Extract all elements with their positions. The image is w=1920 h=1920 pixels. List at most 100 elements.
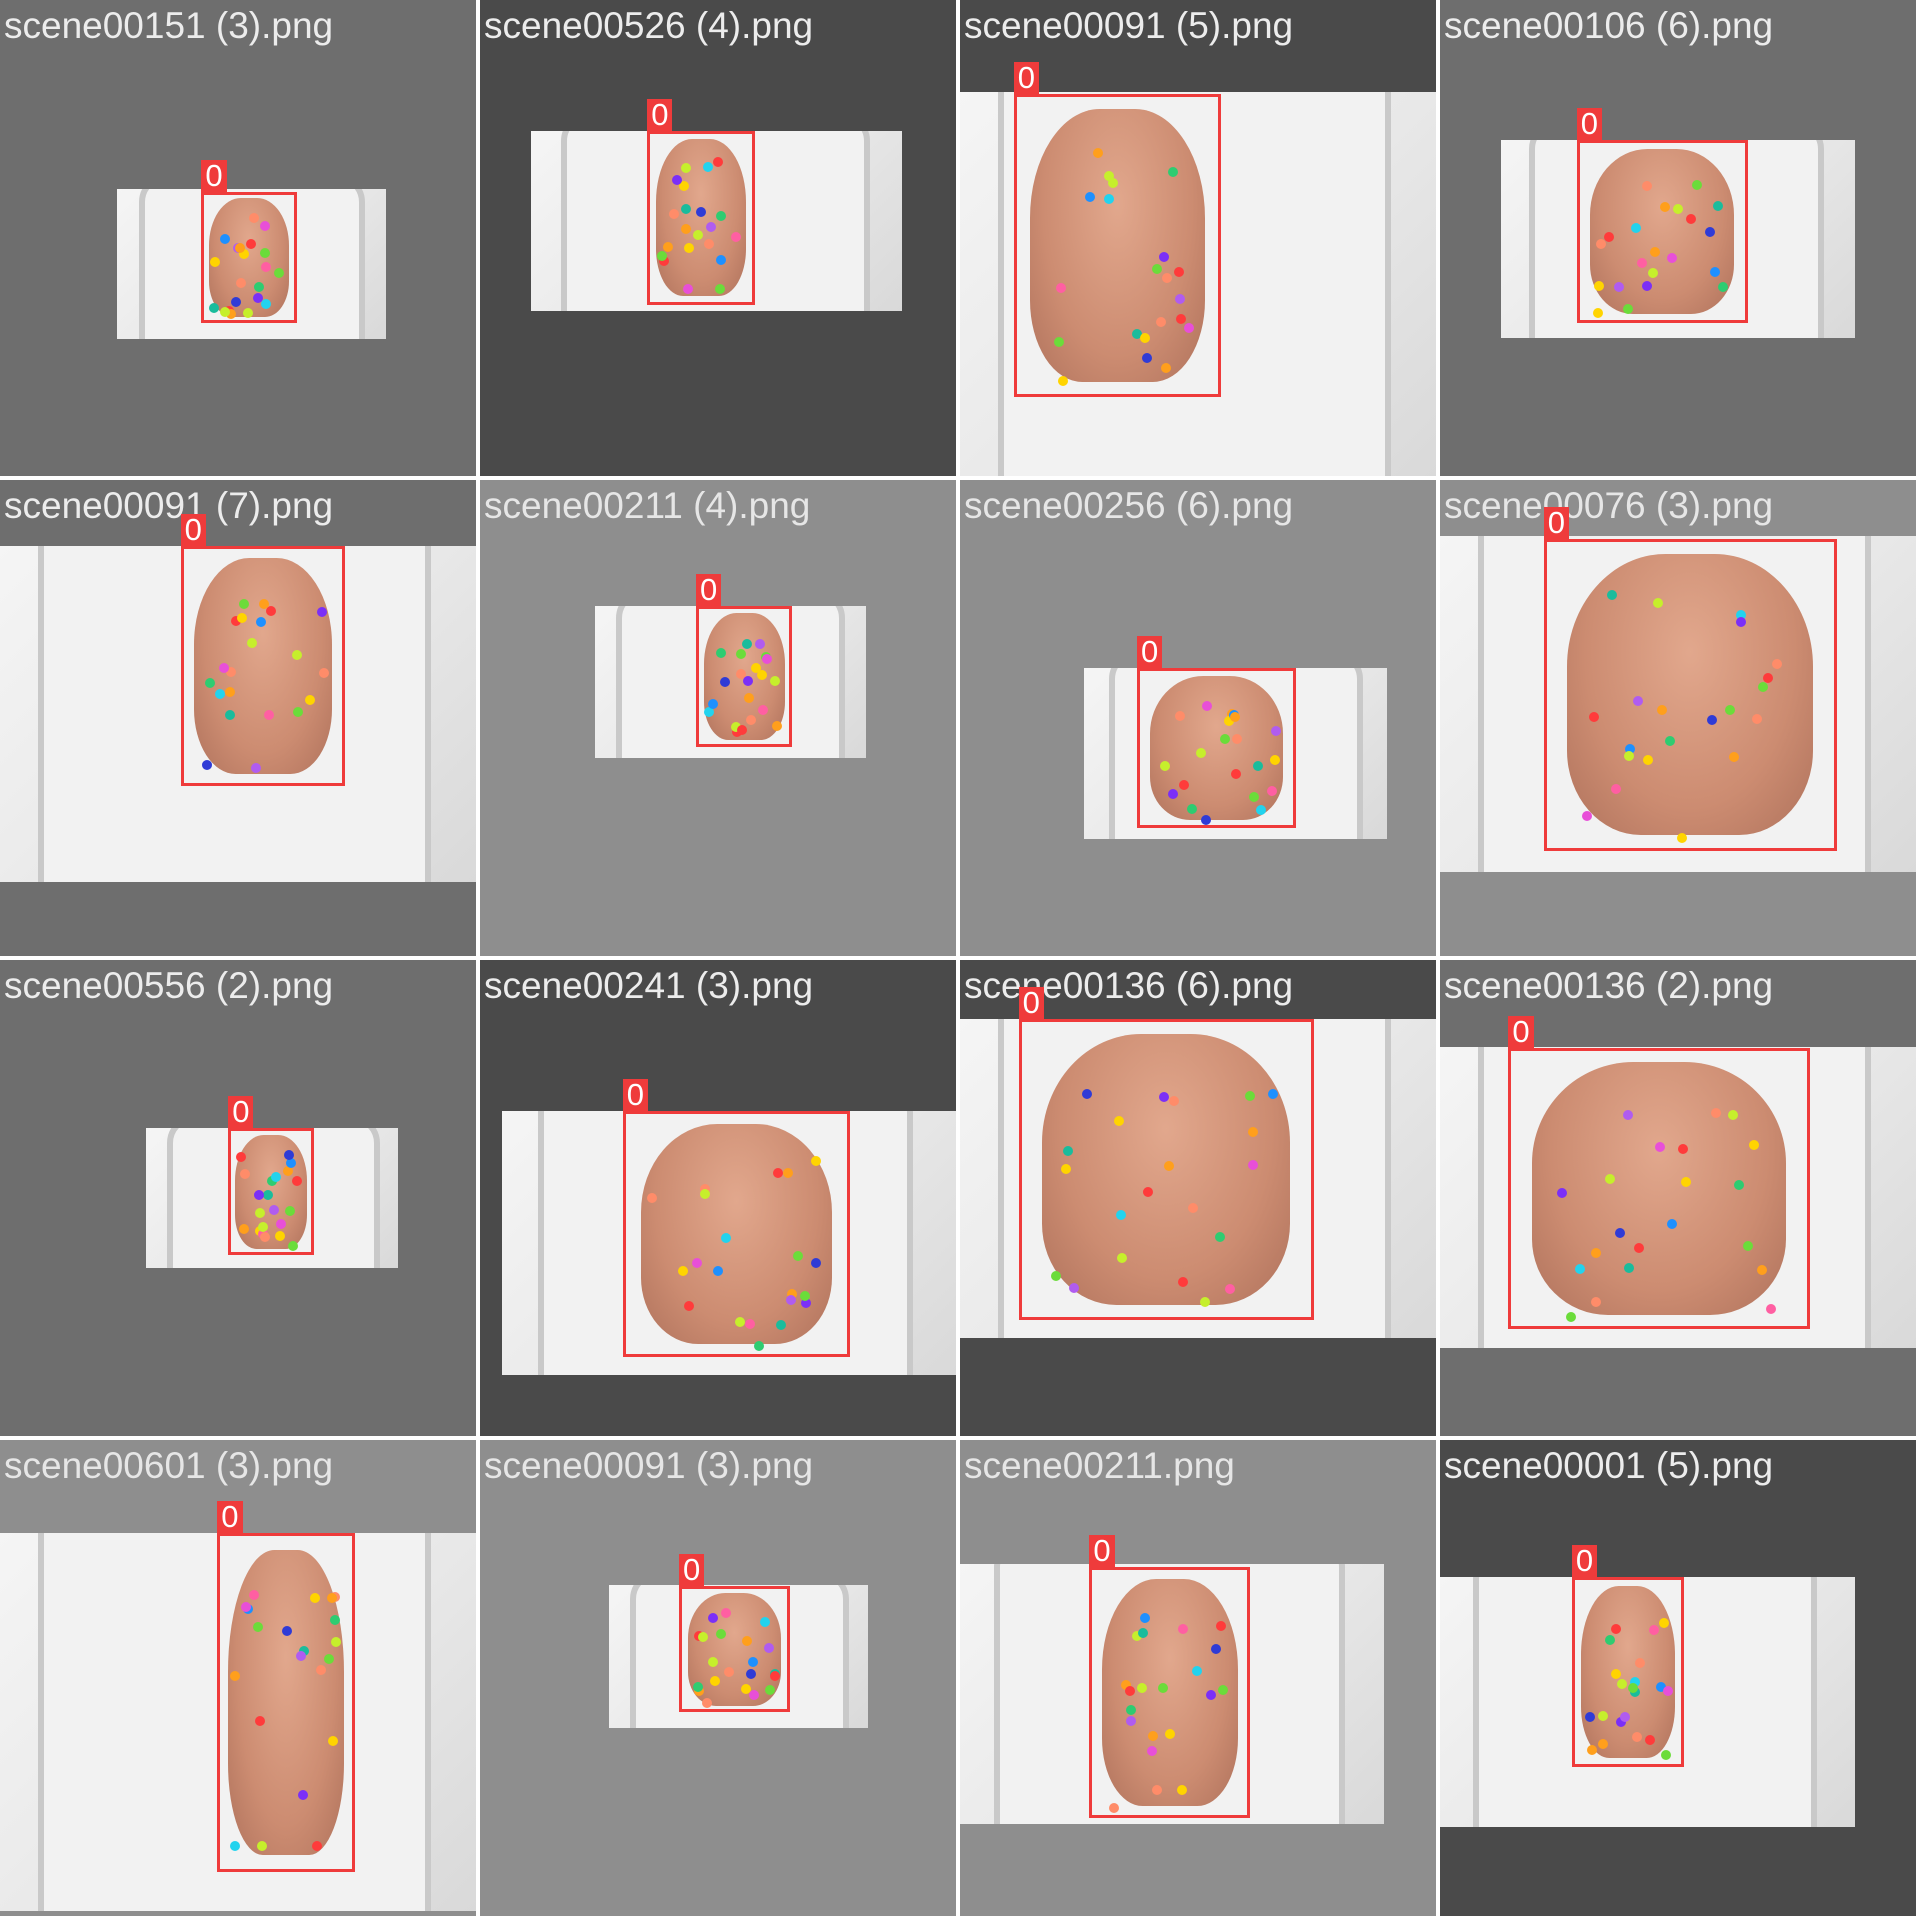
hand-keypoint (1081, 1088, 1092, 1099)
hand-keypoint (1616, 1679, 1627, 1690)
hand-keypoint (693, 229, 704, 240)
hand-keypoint (1662, 1685, 1673, 1696)
hand-keypoint (288, 1240, 299, 1251)
hand-keypoint (745, 1669, 756, 1680)
hand-keypoint (1633, 695, 1644, 706)
hand-keypoint (737, 724, 748, 735)
hand-keypoint (323, 1654, 334, 1665)
hand-keypoint (260, 262, 271, 273)
hand-keypoint (700, 1189, 711, 1200)
photo (146, 1128, 398, 1268)
hand-keypoint (712, 1265, 723, 1276)
hand-keypoint (254, 1715, 265, 1726)
hand (1030, 109, 1205, 382)
class-label: 0 (1571, 1544, 1598, 1577)
hand (193, 557, 333, 775)
tile-filename: scene00241 (3).png (484, 965, 814, 1006)
hand-keypoint (782, 1167, 793, 1178)
class-label: 0 (228, 1096, 254, 1129)
hand-keypoint (656, 250, 667, 261)
hand-keypoint (312, 1841, 323, 1852)
hand-keypoint (329, 1614, 340, 1625)
hand-keypoint (1713, 200, 1724, 211)
hand-keypoint (1623, 303, 1634, 314)
hand-keypoint (258, 598, 269, 609)
hand-keypoint (744, 1318, 755, 1329)
hand-keypoint (742, 638, 753, 649)
hand-keypoint (681, 203, 692, 214)
hand-keypoint (1186, 803, 1197, 814)
hand-keypoint (1179, 779, 1190, 790)
hand-keypoint (662, 241, 673, 252)
hand-keypoint (230, 616, 241, 627)
class-label: 0 (1136, 635, 1163, 668)
hand-keypoint (741, 1684, 752, 1695)
hand-keypoint (310, 1592, 321, 1603)
hand-keypoint (1656, 704, 1667, 715)
hand-keypoint (785, 1294, 796, 1305)
hand-keypoint (703, 162, 714, 173)
hand-keypoint (1765, 1303, 1776, 1314)
hand-keypoint (731, 722, 742, 733)
photo (594, 605, 866, 759)
hand-keypoint (224, 710, 235, 721)
hand-keypoint (713, 157, 724, 168)
hand-keypoint (265, 605, 276, 616)
hand-keypoint (226, 309, 237, 320)
class-label: 0 (180, 513, 206, 546)
hand-keypoint (1680, 1176, 1691, 1187)
photo (501, 1111, 956, 1375)
hand-keypoint (240, 1168, 251, 1179)
hand-keypoint (1622, 1109, 1633, 1120)
hand-keypoint (257, 1222, 268, 1233)
hand-keypoint (229, 1841, 240, 1852)
hand-keypoint (749, 1690, 760, 1701)
class-label: 0 (1089, 1534, 1115, 1567)
hand-keypoint (1158, 1091, 1169, 1102)
hand-keypoint (1637, 258, 1647, 269)
hand-keypoint (1155, 317, 1166, 328)
hand-keypoint (1771, 658, 1782, 669)
detection-bbox: 0 (622, 1079, 850, 1357)
hand-keypoint (1160, 363, 1171, 374)
hand-keypoint (260, 299, 271, 310)
hand-keypoint (1673, 203, 1684, 214)
hand-keypoint (224, 686, 235, 697)
hand-keypoint (1175, 314, 1186, 325)
hand-keypoint (318, 667, 329, 678)
hand-keypoint (744, 693, 755, 704)
tile-filename: scene00601 (3).png (4, 1445, 334, 1486)
hand-keypoint (239, 599, 250, 610)
tile-filename: scene00091 (7).png (4, 485, 334, 526)
detection-bbox: 0 (1018, 986, 1314, 1321)
hand-keypoint (1655, 1682, 1666, 1693)
hand-keypoint (1704, 227, 1715, 238)
hand-keypoint (255, 1207, 266, 1218)
detection-bbox: 0 (696, 573, 793, 748)
hand-keypoint (1216, 1621, 1227, 1632)
detection-bbox: 0 (180, 513, 346, 787)
tile-filename: scene00106 (6).png (1444, 5, 1774, 46)
hand-keypoint (1605, 1635, 1616, 1646)
hand-keypoint (1252, 761, 1263, 772)
hand-keypoint (1641, 181, 1652, 192)
hand (1567, 554, 1814, 836)
hand-keypoint (1664, 735, 1675, 746)
hand-keypoint (1117, 1252, 1127, 1263)
hand-keypoint (1159, 761, 1170, 772)
hand-keypoint (1743, 1241, 1754, 1252)
hand-keypoint (230, 1671, 241, 1682)
hand-keypoint (720, 1608, 731, 1619)
hand-keypoint (1649, 1624, 1660, 1635)
hand-keypoint (1752, 714, 1763, 725)
hand (1580, 1586, 1676, 1758)
hand-keypoint (682, 283, 693, 294)
detection-bbox: 0 (228, 1096, 314, 1256)
hand-keypoint (1137, 1683, 1148, 1694)
hand-keypoint (315, 1664, 326, 1675)
detection-bbox: 0 (1013, 61, 1222, 397)
hand-keypoint (1659, 202, 1670, 213)
hand-keypoint (708, 1656, 719, 1667)
hand-keypoint (1176, 1784, 1187, 1795)
hand-keypoint (1631, 223, 1642, 234)
